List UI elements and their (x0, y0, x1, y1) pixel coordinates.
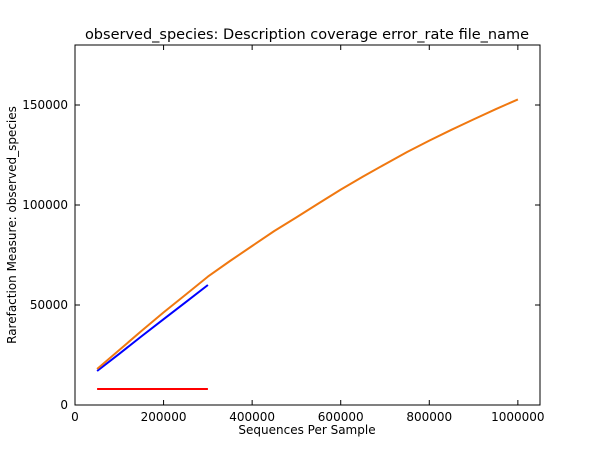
series-line-3 (96, 98, 519, 370)
x-tick-label-2: 400000 (229, 410, 275, 424)
y-axis-label: Rarefaction Measure: observed_species (5, 106, 19, 344)
y-tick-label-2: 100000 (22, 198, 68, 212)
y-tick-label-3: 150000 (22, 98, 68, 112)
x-tick-label-5: 1000000 (491, 410, 544, 424)
x-tick-label-3: 600000 (318, 410, 364, 424)
ticks-layer: 0 200000 400000 600000 800000 1000000 0 50000 10… (22, 45, 545, 424)
x-tick-label-1: 200000 (141, 410, 187, 424)
series-layer (96, 98, 519, 390)
series-line-2 (96, 284, 209, 372)
y-tick-label-1: 50000 (30, 298, 68, 312)
x-tick-label-4: 800000 (406, 410, 452, 424)
x-axis-label: Sequences Per Sample (238, 423, 375, 437)
plot-frame (74, 44, 541, 406)
chart-title: observed_species: Description coverage e… (85, 27, 529, 43)
y-tick-label-0: 0 (60, 398, 68, 412)
x-tick-label-0: 0 (71, 410, 79, 424)
